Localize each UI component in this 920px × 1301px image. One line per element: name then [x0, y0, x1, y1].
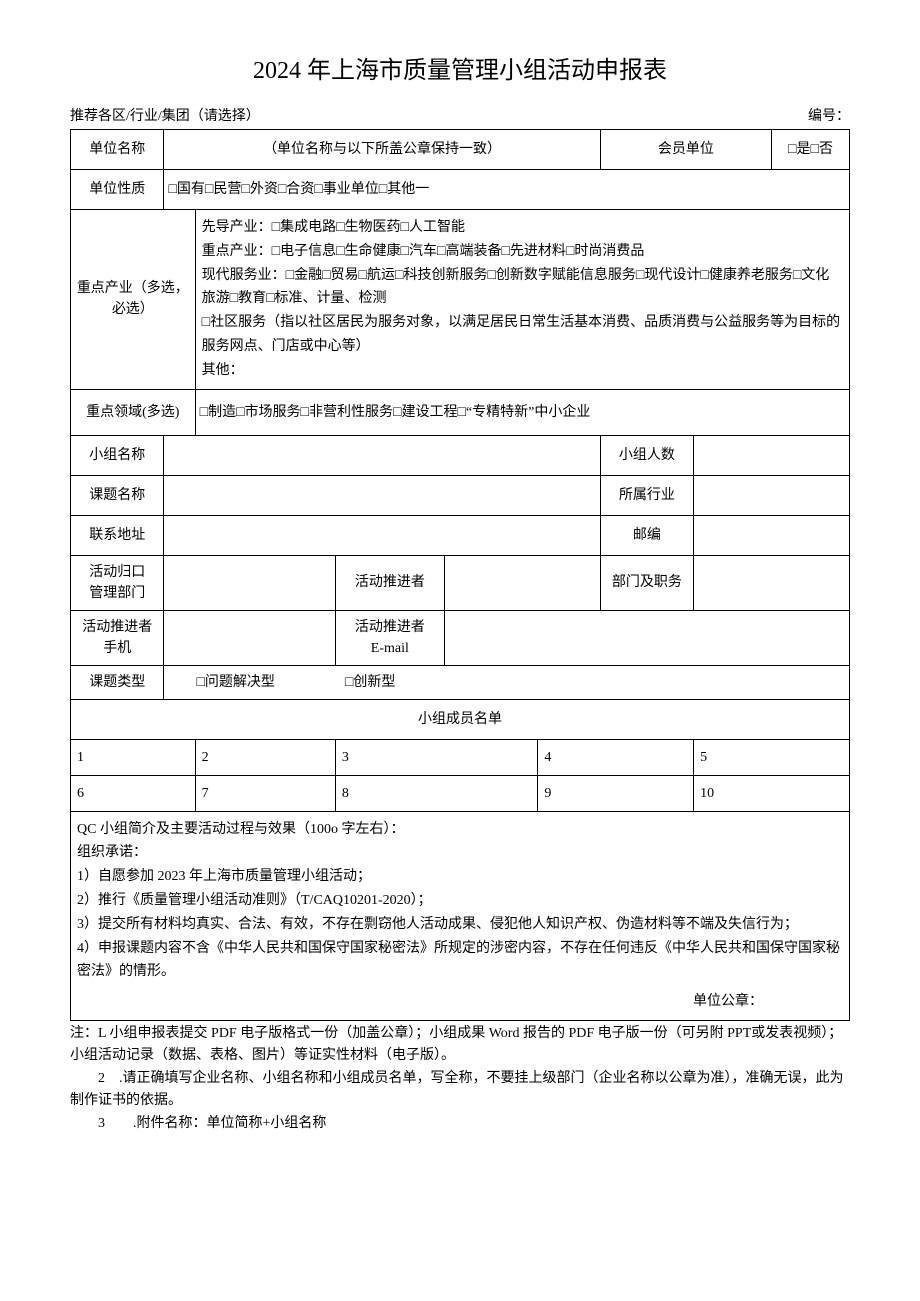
unit-name-label: 单位名称 [71, 130, 164, 170]
industry-line: 其他： [202, 359, 843, 383]
member-unit-value[interactable]: □是□否 [772, 130, 850, 170]
address-label: 联系地址 [71, 515, 164, 555]
zip-label: 邮编 [600, 515, 693, 555]
member-cell[interactable]: 9 [538, 775, 694, 811]
note-line: 注：L 小组申报表提交 PDF 电子版格式一份（加盖公章）；小组成果 Word … [70, 1023, 850, 1068]
industry-line: 现代服务业：□金融□贸易□航运□科技创新服务□创新数字赋能信息服务□现代设计□健… [202, 264, 843, 312]
phone-label: 活动推进者手机 [71, 610, 164, 665]
member-cell[interactable]: 4 [538, 739, 694, 775]
member-cell[interactable]: 10 [694, 775, 850, 811]
note-line: 2 .请正确填写企业名称、小组名称和小组成员名单，写全称，不要挂上级部门（企业名… [70, 1068, 850, 1113]
address-value[interactable] [164, 515, 600, 555]
email-label: 活动推进者E-mail [335, 610, 444, 665]
email-value[interactable] [444, 610, 849, 665]
member-cell[interactable]: 6 [71, 775, 196, 811]
industry-line: 先导产业：□集成电路□生物医药□人工智能 [202, 216, 843, 240]
unit-nature-value[interactable]: □国有□民营□外资□合资□事业单位□其他一 [164, 170, 850, 210]
belong-industry-value[interactable] [694, 475, 850, 515]
topic-name-value[interactable] [164, 475, 600, 515]
phone-value[interactable] [164, 610, 335, 665]
key-industry-value[interactable]: 先导产业：□集成电路□生物医药□人工智能 重点产业：□电子信息□生命健康□汽车□… [195, 210, 849, 390]
dept-label: 活动归口管理部门 [71, 555, 164, 610]
topic-type-value[interactable]: □问题解决型 □创新型 [164, 665, 850, 699]
stamp-label: 单位公章： [77, 984, 843, 1014]
member-cell[interactable]: 3 [335, 739, 538, 775]
note-line: 3 .附件名称：单位简称+小组名称 [70, 1113, 850, 1135]
footer-notes: 注：L 小组申报表提交 PDF 电子版格式一份（加盖公章）；小组成果 Word … [70, 1023, 850, 1135]
key-field-label: 重点领域(多选) [71, 389, 196, 435]
zip-value[interactable] [694, 515, 850, 555]
header-line: 推荐各区/行业/集团（请选择） 编号： [70, 105, 850, 125]
key-industry-label: 重点产业（多选，必选） [71, 210, 196, 390]
qc-line: 3）提交所有材料均真实、合法、有效，不存在剽窃他人活动成果、侵犯他人知识产权、伪… [77, 913, 843, 937]
industry-line: 重点产业：□电子信息□生命健康□汽车□高端装备□先进材料□时尚消费品 [202, 240, 843, 264]
serial-label: 编号： [808, 105, 850, 125]
unit-name-hint[interactable]: （单位名称与以下所盖公章保持一致） [164, 130, 600, 170]
qc-line: QC 小组简介及主要活动过程与效果（100o 字左右）： [77, 818, 843, 842]
member-cell[interactable]: 2 [195, 739, 335, 775]
member-cell[interactable]: 5 [694, 739, 850, 775]
recommend-label: 推荐各区/行业/集团（请选择） [70, 105, 260, 125]
member-unit-label: 会员单位 [600, 130, 771, 170]
topic-name-label: 课题名称 [71, 475, 164, 515]
industry-line: □社区服务（指以社区居民为服务对象，以满足居民日常生活基本消费、品质消费与公益服… [202, 311, 843, 359]
qc-line: 4）申报课题内容不含《中华人民共和国保守国家秘密法》所规定的涉密内容，不存在任何… [77, 937, 843, 985]
qc-line: 1）自愿参加 2023 年上海市质量管理小组活动； [77, 865, 843, 889]
group-count-label: 小组人数 [600, 435, 693, 475]
member-cell[interactable]: 8 [335, 775, 538, 811]
dept-role-label: 部门及职务 [600, 555, 693, 610]
promoter-value[interactable] [444, 555, 600, 610]
promoter-label: 活动推进者 [335, 555, 444, 610]
dept-role-value[interactable] [694, 555, 850, 610]
member-cell[interactable]: 7 [195, 775, 335, 811]
belong-industry-label: 所属行业 [600, 475, 693, 515]
key-field-value[interactable]: □制造□市场服务□非营利性服务□建设工程□“专精特新”中小企业 [195, 389, 849, 435]
qc-block[interactable]: QC 小组简介及主要活动过程与效果（100o 字左右）： 组织承诺： 1）自愿参… [71, 811, 850, 1020]
qc-line: 组织承诺： [77, 841, 843, 865]
group-name-label: 小组名称 [71, 435, 164, 475]
qc-line: 2）推行《质量管理小组活动准则》（T/CAQ10201-2020）； [77, 889, 843, 913]
group-count-value[interactable] [694, 435, 850, 475]
dept-value[interactable] [164, 555, 335, 610]
member-cell[interactable]: 1 [71, 739, 196, 775]
topic-type-label: 课题类型 [71, 665, 164, 699]
members-header: 小组成员名单 [71, 699, 850, 739]
page-title: 2024 年上海市质量管理小组活动申报表 [70, 50, 850, 85]
form-table: 单位名称 （单位名称与以下所盖公章保持一致） 会员单位 □是□否 单位性质 □国… [70, 129, 850, 1021]
unit-nature-label: 单位性质 [71, 170, 164, 210]
group-name-value[interactable] [164, 435, 600, 475]
